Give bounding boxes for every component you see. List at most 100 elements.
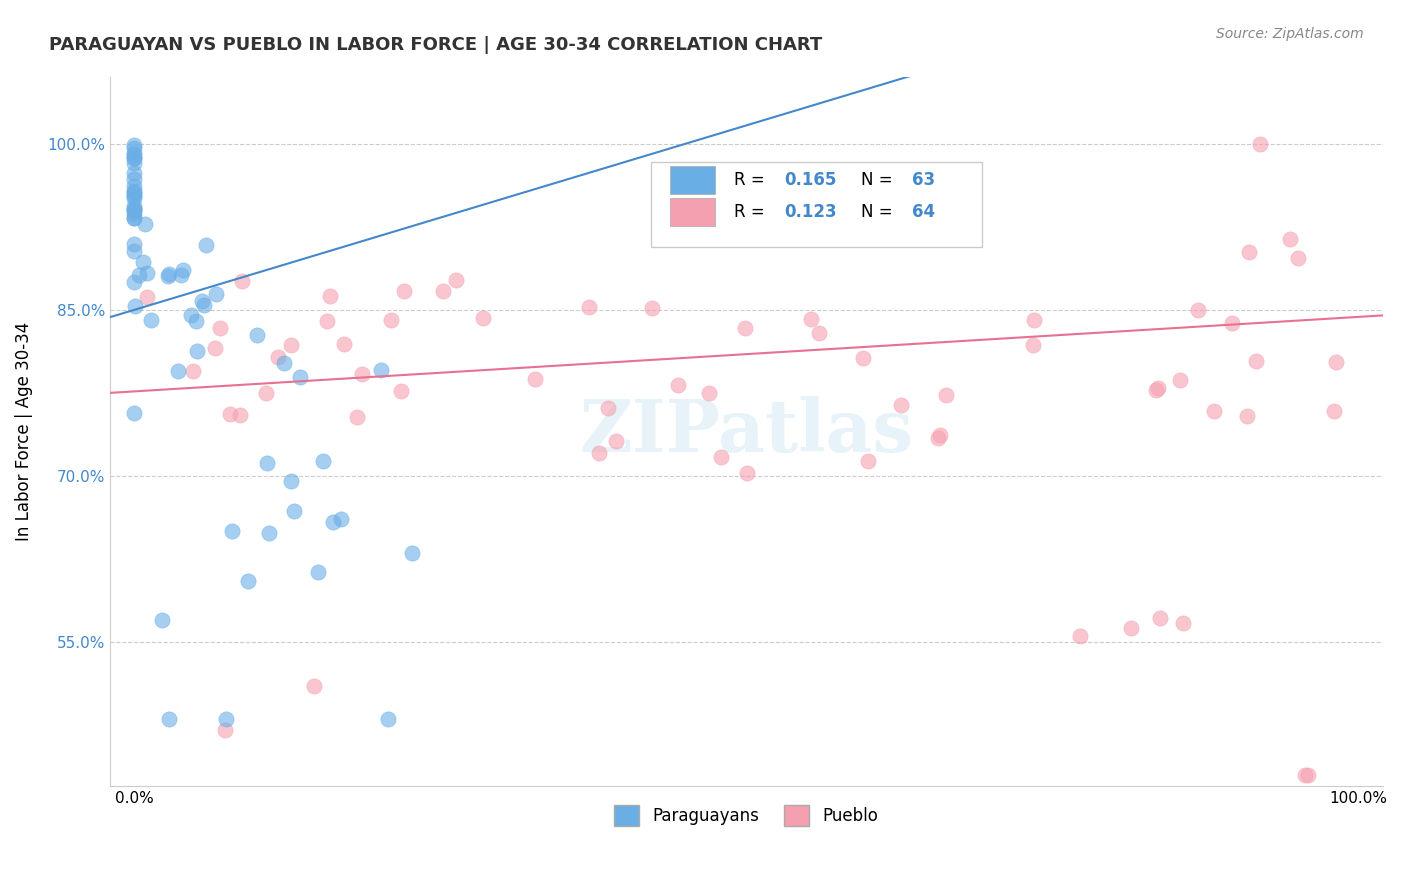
Point — [401, 546, 423, 560]
Point — [1324, 355, 1347, 369]
Point — [150, 613, 173, 627]
Point — [1069, 629, 1091, 643]
Point — [1246, 354, 1268, 368]
Point — [124, 299, 146, 313]
Point — [1278, 232, 1301, 246]
Point — [157, 268, 180, 282]
Text: Source: ZipAtlas.com: Source: ZipAtlas.com — [1216, 27, 1364, 41]
Point — [208, 321, 231, 335]
Point — [1168, 373, 1191, 387]
Point — [929, 428, 952, 442]
Point — [122, 236, 145, 251]
Point — [710, 450, 733, 464]
Point — [122, 191, 145, 205]
Point — [128, 268, 150, 282]
Point — [1286, 251, 1309, 265]
Point — [280, 475, 302, 489]
Point — [432, 284, 454, 298]
Point — [122, 187, 145, 202]
Point — [122, 137, 145, 152]
Point — [1187, 303, 1209, 318]
Point — [380, 313, 402, 327]
Point — [122, 244, 145, 258]
Point — [172, 263, 194, 277]
Point — [800, 311, 823, 326]
Point — [122, 141, 145, 155]
Point — [122, 151, 145, 165]
Point — [122, 199, 145, 213]
Point — [350, 367, 373, 381]
Point — [229, 409, 252, 423]
Point — [890, 398, 912, 412]
Point — [122, 184, 145, 198]
Text: PARAGUAYAN VS PUEBLO IN LABOR FORCE | AGE 30-34 CORRELATION CHART: PARAGUAYAN VS PUEBLO IN LABOR FORCE | AG… — [49, 36, 823, 54]
Point — [280, 338, 302, 352]
Point — [166, 363, 188, 377]
Point — [186, 344, 208, 359]
Point — [697, 385, 720, 400]
Point — [204, 341, 226, 355]
Point — [370, 363, 392, 377]
Point — [157, 712, 180, 726]
Text: R =: R = — [734, 171, 769, 189]
Bar — [671, 198, 714, 227]
Point — [124, 406, 146, 420]
Point — [215, 712, 238, 726]
Legend: Paraguayans, Pueblo: Paraguayans, Pueblo — [606, 797, 887, 834]
Point — [935, 388, 957, 402]
Text: R =: R = — [734, 203, 769, 221]
Point — [307, 566, 329, 580]
Point — [734, 321, 756, 335]
Point — [135, 290, 157, 304]
Point — [122, 202, 145, 217]
Point — [808, 326, 831, 341]
Bar — [651, 162, 981, 247]
Bar — [671, 166, 714, 194]
Point — [588, 445, 610, 459]
Point — [316, 314, 339, 328]
Point — [666, 378, 689, 392]
Point — [135, 266, 157, 280]
Point — [392, 284, 415, 298]
Point — [132, 255, 155, 269]
Point — [139, 313, 162, 327]
Point — [312, 454, 335, 468]
Point — [256, 456, 278, 470]
Point — [927, 431, 949, 445]
Text: 64: 64 — [912, 203, 935, 221]
Point — [283, 504, 305, 518]
Point — [221, 524, 243, 539]
Point — [735, 466, 758, 480]
Point — [122, 211, 145, 225]
Text: 63: 63 — [912, 171, 935, 189]
Text: N =: N = — [860, 171, 898, 189]
Point — [205, 286, 228, 301]
Text: 0.123: 0.123 — [785, 203, 837, 221]
Point — [319, 289, 342, 303]
Point — [1236, 409, 1258, 423]
Point — [195, 237, 218, 252]
Point — [329, 512, 352, 526]
Point — [122, 145, 145, 160]
Point — [346, 410, 368, 425]
Point — [333, 337, 356, 351]
Y-axis label: In Labor Force | Age 30-34: In Labor Force | Age 30-34 — [15, 322, 32, 541]
Point — [122, 202, 145, 216]
Point — [238, 574, 260, 588]
Point — [157, 268, 180, 283]
Point — [578, 300, 600, 314]
Point — [1149, 611, 1171, 625]
Point — [858, 453, 880, 467]
Point — [122, 202, 145, 217]
Point — [273, 356, 295, 370]
Point — [181, 364, 204, 378]
Point — [1249, 136, 1271, 151]
Point — [1237, 245, 1260, 260]
Point — [605, 434, 627, 448]
Point — [290, 370, 312, 384]
Point — [193, 298, 215, 312]
Point — [122, 151, 145, 165]
Point — [122, 189, 145, 203]
Point — [302, 679, 325, 693]
Point — [218, 407, 240, 421]
